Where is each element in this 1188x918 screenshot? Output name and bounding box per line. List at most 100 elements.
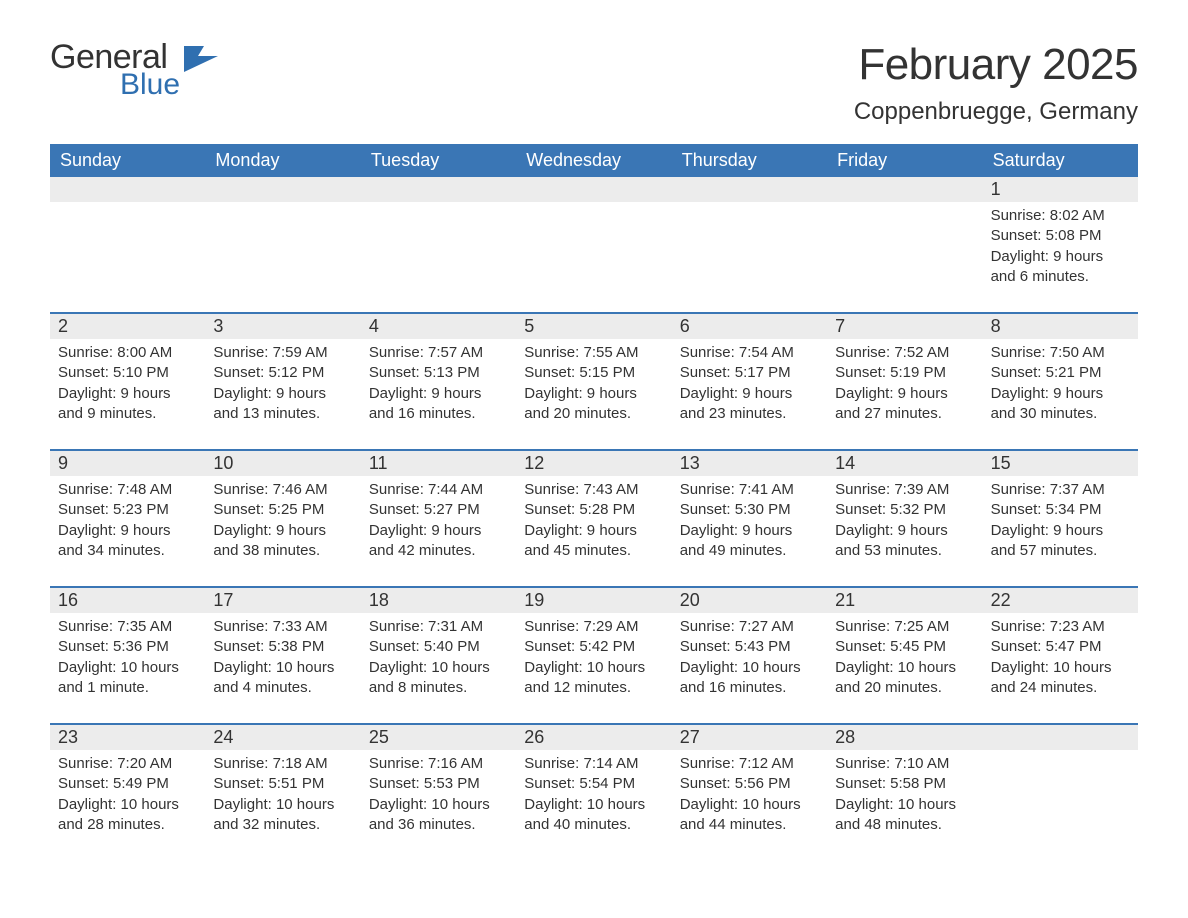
- day-detail-line: Sunrise: 7:54 AM: [680, 343, 819, 363]
- day-detail-line: Sunset: 5:40 PM: [369, 637, 508, 657]
- weekday-sunday: Sunday: [50, 144, 205, 177]
- day-number: 20: [672, 588, 827, 613]
- day-detail-line: Sunset: 5:25 PM: [213, 500, 352, 520]
- day-detail-line: Sunset: 5:51 PM: [213, 774, 352, 794]
- day-details: Sunrise: 7:43 AMSunset: 5:28 PMDaylight:…: [516, 476, 671, 586]
- day-detail-line: Daylight: 9 hours and 53 minutes.: [835, 521, 974, 562]
- weekday-monday: Monday: [205, 144, 360, 177]
- day-details: Sunrise: 7:59 AMSunset: 5:12 PMDaylight:…: [205, 339, 360, 449]
- day-detail-line: Daylight: 10 hours and 40 minutes.: [524, 795, 663, 836]
- day-detail-line: Sunrise: 7:33 AM: [213, 617, 352, 637]
- day-detail-line: Sunset: 5:28 PM: [524, 500, 663, 520]
- day-number: 1: [983, 177, 1138, 202]
- day-detail-line: Sunset: 5:08 PM: [991, 226, 1130, 246]
- day-detail-line: Sunrise: 7:35 AM: [58, 617, 197, 637]
- day-number: 6: [672, 314, 827, 339]
- day-detail-line: Daylight: 9 hours and 42 minutes.: [369, 521, 508, 562]
- day-detail-line: Sunset: 5:56 PM: [680, 774, 819, 794]
- day-detail-line: Daylight: 9 hours and 6 minutes.: [991, 247, 1130, 288]
- day-detail-line: Sunset: 5:10 PM: [58, 363, 197, 383]
- day-detail-line: Daylight: 9 hours and 57 minutes.: [991, 521, 1130, 562]
- day-details-empty: [50, 202, 205, 312]
- header: General Blue February 2025 Coppenbruegge…: [50, 40, 1138, 126]
- day-detail-line: Sunset: 5:17 PM: [680, 363, 819, 383]
- day-detail-line: Daylight: 9 hours and 20 minutes.: [524, 384, 663, 425]
- day-details: Sunrise: 7:27 AMSunset: 5:43 PMDaylight:…: [672, 613, 827, 723]
- day-number: 5: [516, 314, 671, 339]
- day-details: Sunrise: 7:33 AMSunset: 5:38 PMDaylight:…: [205, 613, 360, 723]
- day-detail-line: Sunset: 5:19 PM: [835, 363, 974, 383]
- day-detail-line: Daylight: 10 hours and 8 minutes.: [369, 658, 508, 699]
- day-detail-line: Sunrise: 7:52 AM: [835, 343, 974, 363]
- day-detail-line: Sunset: 5:58 PM: [835, 774, 974, 794]
- day-detail-line: Sunrise: 7:37 AM: [991, 480, 1130, 500]
- day-details-empty: [361, 202, 516, 312]
- day-number: 28: [827, 725, 982, 750]
- daynum-strip: 1: [50, 177, 1138, 202]
- day-number: 13: [672, 451, 827, 476]
- day-details: Sunrise: 7:16 AMSunset: 5:53 PMDaylight:…: [361, 750, 516, 860]
- day-detail-line: Sunset: 5:15 PM: [524, 363, 663, 383]
- day-body-row: Sunrise: 8:00 AMSunset: 5:10 PMDaylight:…: [50, 339, 1138, 449]
- day-details: Sunrise: 7:39 AMSunset: 5:32 PMDaylight:…: [827, 476, 982, 586]
- day-detail-line: Daylight: 10 hours and 12 minutes.: [524, 658, 663, 699]
- day-number-empty: [361, 177, 516, 202]
- day-details-empty: [205, 202, 360, 312]
- day-detail-line: Daylight: 10 hours and 44 minutes.: [680, 795, 819, 836]
- day-detail-line: Sunrise: 7:41 AM: [680, 480, 819, 500]
- day-number: 11: [361, 451, 516, 476]
- day-detail-line: Sunset: 5:38 PM: [213, 637, 352, 657]
- day-detail-line: Sunset: 5:49 PM: [58, 774, 197, 794]
- day-detail-line: Daylight: 9 hours and 49 minutes.: [680, 521, 819, 562]
- day-detail-line: Sunrise: 7:57 AM: [369, 343, 508, 363]
- month-title: February 2025: [854, 40, 1138, 90]
- day-details: Sunrise: 8:00 AMSunset: 5:10 PMDaylight:…: [50, 339, 205, 449]
- day-detail-line: Sunrise: 7:39 AM: [835, 480, 974, 500]
- day-number-empty: [827, 177, 982, 202]
- day-detail-line: Sunrise: 8:02 AM: [991, 206, 1130, 226]
- day-number: 7: [827, 314, 982, 339]
- day-detail-line: Sunrise: 7:20 AM: [58, 754, 197, 774]
- day-detail-line: Sunset: 5:54 PM: [524, 774, 663, 794]
- day-details: Sunrise: 7:20 AMSunset: 5:49 PMDaylight:…: [50, 750, 205, 860]
- day-detail-line: Sunset: 5:53 PM: [369, 774, 508, 794]
- day-number-empty: [672, 177, 827, 202]
- day-details: Sunrise: 7:37 AMSunset: 5:34 PMDaylight:…: [983, 476, 1138, 586]
- day-detail-line: Daylight: 9 hours and 9 minutes.: [58, 384, 197, 425]
- day-body-row: Sunrise: 7:20 AMSunset: 5:49 PM Daylight:…: [50, 750, 1138, 860]
- day-number: 3: [205, 314, 360, 339]
- daynum-strip: 232425262728: [50, 723, 1138, 750]
- day-details: Sunrise: 7:14 AMSunset: 5:54 PMDaylight:…: [516, 750, 671, 860]
- day-detail-line: Sunrise: 8:00 AM: [58, 343, 197, 363]
- daynum-strip: 9101112131415: [50, 449, 1138, 476]
- day-detail-line: Sunrise: 7:18 AM: [213, 754, 352, 774]
- day-detail-line: Daylight: 10 hours and 24 minutes.: [991, 658, 1130, 699]
- day-number: 2: [50, 314, 205, 339]
- day-detail-line: Sunrise: 7:48 AM: [58, 480, 197, 500]
- day-details: Sunrise: 7:41 AMSunset: 5:30 PMDaylight:…: [672, 476, 827, 586]
- day-details: Sunrise: 7:55 AMSunset: 5:15 PMDaylight:…: [516, 339, 671, 449]
- day-number: 24: [205, 725, 360, 750]
- day-details: Sunrise: 7:48 AMSunset: 5:23 PMDaylight:…: [50, 476, 205, 586]
- day-detail-line: Daylight: 10 hours and 1 minute.: [58, 658, 197, 699]
- day-number: 18: [361, 588, 516, 613]
- day-detail-line: Sunrise: 7:31 AM: [369, 617, 508, 637]
- day-details-empty: [672, 202, 827, 312]
- day-number-empty: [205, 177, 360, 202]
- day-detail-line: Daylight: 9 hours and 34 minutes.: [58, 521, 197, 562]
- day-detail-line: Sunrise: 7:23 AM: [991, 617, 1130, 637]
- weekday-wednesday: Wednesday: [516, 144, 671, 177]
- day-detail-line: Sunset: 5:23 PM: [58, 500, 197, 520]
- daynum-strip: 16171819202122: [50, 586, 1138, 613]
- day-details: Sunrise: 7:50 AMSunset: 5:21 PMDaylight:…: [983, 339, 1138, 449]
- title-block: February 2025 Coppenbruegge, Germany: [854, 40, 1138, 126]
- day-number: 22: [983, 588, 1138, 613]
- day-number: 9: [50, 451, 205, 476]
- day-details: Sunrise: 7:23 AMSunset: 5:47 PMDaylight:…: [983, 613, 1138, 723]
- logo-word-2: Blue: [120, 70, 180, 100]
- daynum-strip: 2345678: [50, 312, 1138, 339]
- day-number: 16: [50, 588, 205, 613]
- day-number-empty: [50, 177, 205, 202]
- day-number: 4: [361, 314, 516, 339]
- day-detail-line: Daylight: 10 hours and 36 minutes.: [369, 795, 508, 836]
